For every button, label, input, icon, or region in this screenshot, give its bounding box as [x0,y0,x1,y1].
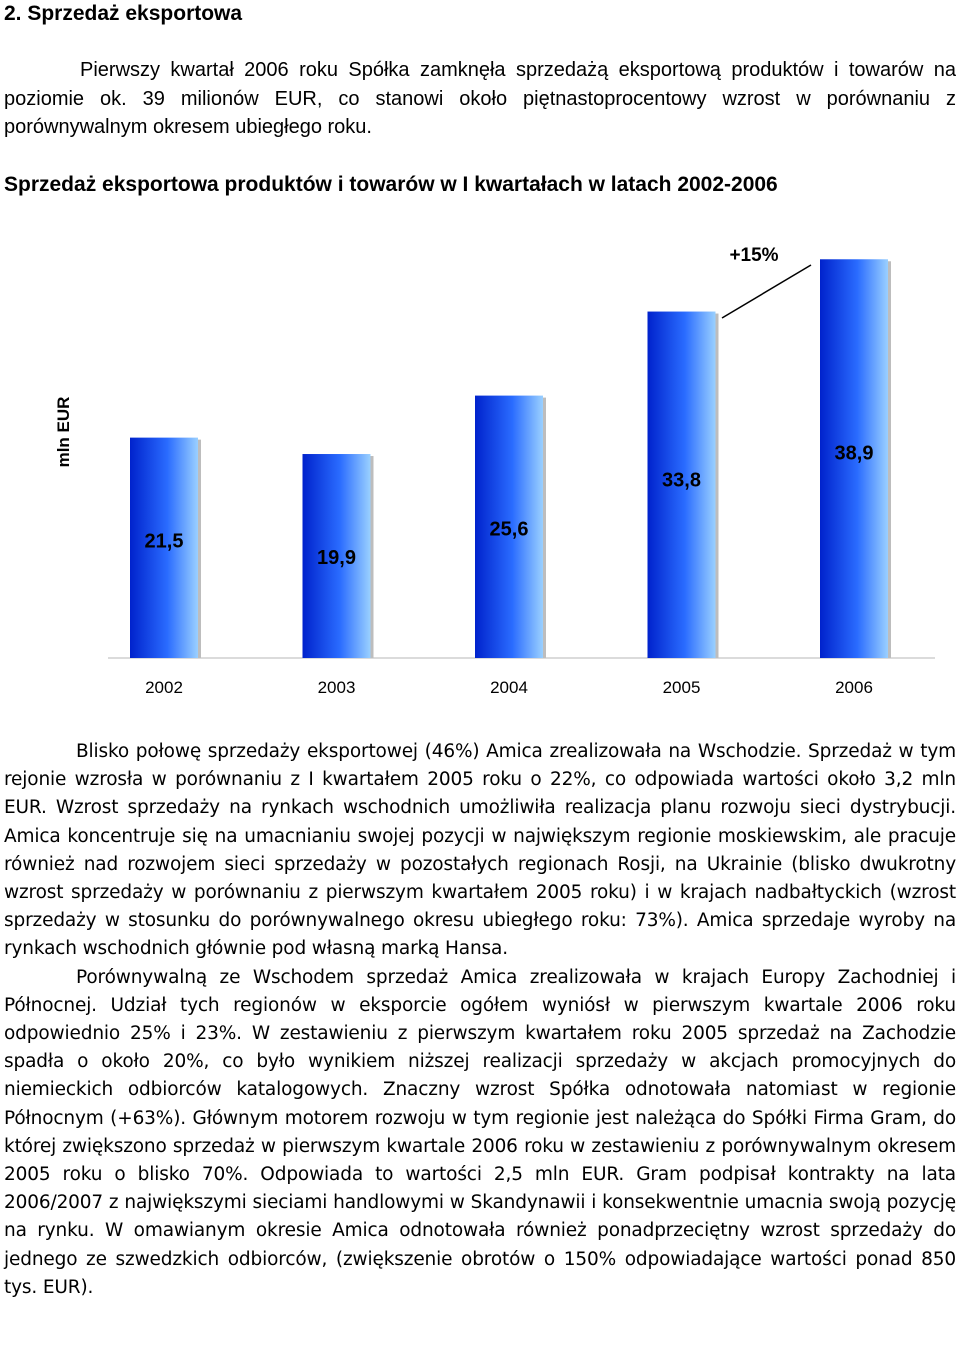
bar-shadow-2002 [198,439,201,658]
bar-shadow-2005 [715,313,719,658]
chart-title: Sprzedaż eksportowa produktów i towarów … [4,173,778,196]
value-labels-layer: 21,5 19,9 25,6 33,8 38,9 [145,442,874,569]
x-tick-label-2003: 2003 [318,678,356,697]
bar-shadow-2003 [370,456,374,658]
value-label-2002: 21,5 [145,531,184,553]
bar-2003 [302,454,371,658]
x-tick-label-2004: 2004 [490,678,528,697]
value-label-2005: 33,8 [662,470,701,492]
bar-2006 [820,259,888,658]
bar-2005 [647,311,716,658]
intro-paragraph: Pierwszy kwartał 2006 roku Spółka zamknę… [4,56,956,142]
bars-layer [130,259,891,658]
value-label-2006: 38,9 [835,442,874,464]
value-label-2004: 25,6 [490,519,529,541]
y-axis-label: mln EUR [54,397,73,468]
export-sales-bar-chart: mln EUR 21,519,925,633,838,9 2002 2003 200… [54,245,935,697]
growth-annotation-arrow [721,264,812,319]
bar-2004 [475,395,543,658]
body-paragraph-west-north: Porównywalną ze Wschodem sprzedaż Amica … [4,966,956,1298]
x-tick-label-2006: 2006 [835,678,873,697]
bar-2002 [130,437,198,658]
x-tick-label-2002: 2002 [145,678,183,697]
body-text: Blisko połowę sprzedaży eksportowej (46%… [4,738,956,1302]
x-tick-labels-layer: 2002 2003 2004 2005 2006 [145,678,873,697]
x-tick-label-2005: 2005 [663,678,701,697]
body-paragraph-east: Blisko połowę sprzedaży eksportowej (46%… [4,741,956,960]
intro-text: Pierwszy kwartał 2006 roku Spółka zamknę… [4,59,956,138]
growth-annotation: +15% [729,245,778,266]
value-label-2003: 19,9 [317,547,356,569]
bar-shadow-2006 [888,261,891,658]
section-heading: 2. Sprzedaż eksportowa [4,2,243,25]
bar-shadow-2004 [543,397,546,658]
